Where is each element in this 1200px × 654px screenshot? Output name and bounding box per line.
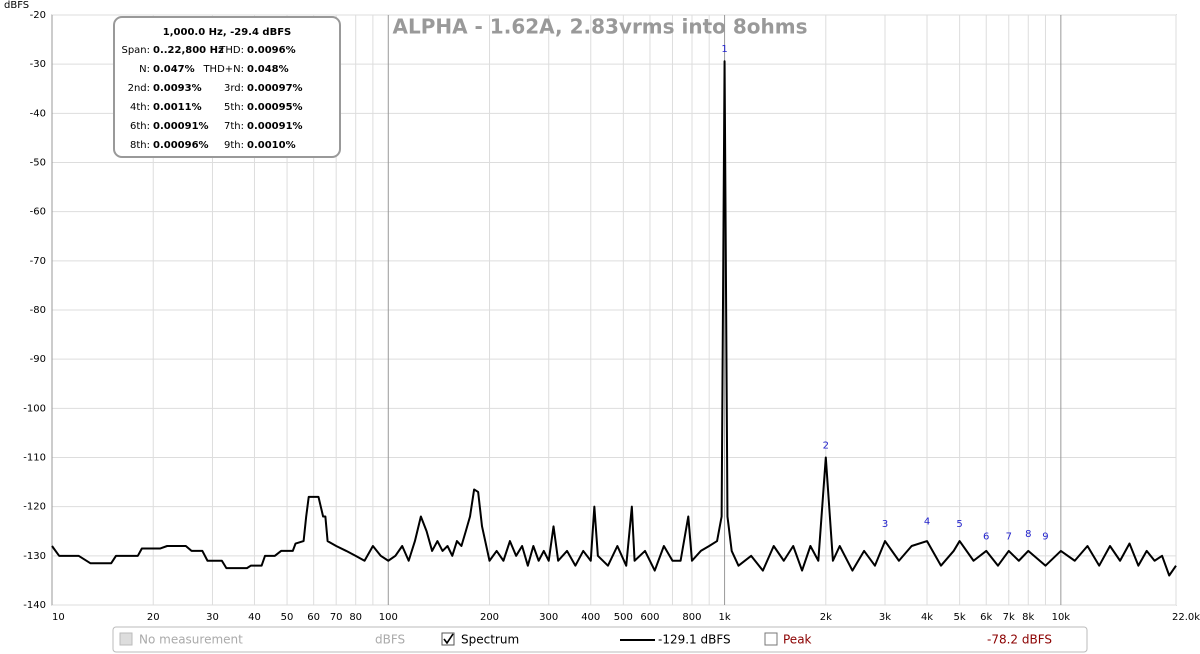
x-tick-label: 80 (349, 612, 362, 623)
info-label: 2nd: (128, 83, 150, 94)
harmonic-marker: 1 (721, 44, 727, 55)
info-value: 0.0096% (247, 45, 296, 56)
checkbox[interactable] (764, 632, 778, 646)
info-value: 0.00097% (247, 83, 303, 94)
info-value: 0.0093% (153, 83, 202, 94)
y-tick-label: -30 (30, 59, 46, 70)
info-label: Span: (121, 45, 150, 56)
harmonic-marker: 3 (882, 519, 888, 530)
info-label: N: (139, 64, 150, 75)
info-value: 0.047% (153, 64, 195, 75)
info-label: 8th: (130, 140, 150, 151)
harmonic-marker: 7 (1006, 531, 1012, 542)
info-value: 0..22,800 Hz (153, 45, 224, 56)
legend-label: No measurement (139, 633, 243, 647)
harmonic-marker: 4 (924, 517, 930, 528)
y-tick-label: -40 (30, 108, 46, 119)
x-tick-label: 400 (581, 612, 600, 623)
x-tick-label: 4k (921, 612, 933, 623)
info-value: 0.048% (247, 64, 289, 75)
x-tick-label: 20 (147, 612, 160, 623)
legend-label: Peak (783, 633, 812, 647)
x-tick-label: 3k (879, 612, 891, 623)
info-label: THD: (218, 45, 244, 56)
x-tick-label: 200 (480, 612, 499, 623)
y-tick-label: -110 (23, 453, 46, 464)
x-tick-label: 600 (640, 612, 659, 623)
x-tick-label: 100 (379, 612, 398, 623)
harmonic-marker: 9 (1042, 531, 1048, 542)
y-tick-label: -140 (23, 600, 46, 611)
info-label: 5th: (224, 102, 244, 113)
checkbox[interactable] (119, 632, 133, 646)
info-value: 0.00095% (247, 102, 303, 113)
info-box: 1,000.0 Hz, -29.4 dBFS Span: 0..22,800 Hz… (113, 16, 341, 158)
x-tick-label: 5k (954, 612, 966, 623)
info-value: 0.0010% (247, 140, 296, 151)
y-tick-label: -70 (30, 256, 46, 267)
x-tick-label: 50 (281, 612, 294, 623)
x-tick-label: 70 (330, 612, 343, 623)
y-tick-label: -60 (30, 207, 46, 218)
grid (51, 14, 1177, 606)
x-tick-label: 22.0k Hz (1172, 612, 1200, 623)
legend-unit: dBFS (375, 633, 405, 647)
legend-label: Spectrum (461, 633, 519, 647)
x-tick-label: 800 (682, 612, 701, 623)
y-tick-label: -80 (30, 305, 46, 316)
harmonic-marker: 5 (956, 519, 962, 530)
y-tick-label: -120 (23, 502, 46, 513)
y-tick-label: -50 (30, 158, 46, 169)
info-label: 6th: (130, 121, 150, 132)
info-value: 0.00091% (153, 121, 209, 132)
harmonic-marker: 6 (983, 531, 989, 542)
info-label: 3rd: (224, 83, 244, 94)
x-tick-label: 10k (1052, 612, 1071, 623)
x-tick-label: 2k (820, 612, 832, 623)
x-tick-label: 60 (307, 612, 320, 623)
y-tick-label: -90 (30, 354, 46, 365)
info-frame (113, 16, 341, 158)
y-tick-label: -130 (23, 551, 46, 562)
info-value: 0.00091% (247, 121, 303, 132)
info-label: 9th: (224, 140, 244, 151)
legend-readout: -78.2 dBFS (987, 633, 1052, 647)
footer-frame (112, 626, 1088, 653)
legend-readout: -129.1 dBFS (658, 633, 731, 647)
x-tick-label: 500 (614, 612, 633, 623)
info-label: THD+N: (202, 64, 244, 75)
x-tick-label: 300 (539, 612, 558, 623)
y-tick-label: -20 (30, 10, 46, 21)
y-tick-label: -100 (23, 403, 46, 414)
chart-title: ALPHA - 1.62A, 2.83vrms into 8ohms (392, 15, 807, 39)
x-tick-label: 8k (1022, 612, 1034, 623)
x-tick-label: 10 (52, 612, 65, 623)
check-mark (443, 633, 454, 645)
info-label: 7th: (224, 121, 244, 132)
info-value: 0.0011% (153, 102, 202, 113)
info-title: 1,000.0 Hz, -29.4 dBFS (163, 27, 291, 38)
x-tick-label: 7k (1003, 612, 1015, 623)
info-value: 0.00096% (153, 140, 209, 151)
x-tick-label: 40 (248, 612, 261, 623)
spectrum-line (51, 60, 1177, 577)
info-label: 4th: (130, 102, 150, 113)
x-tick-label: 6k (980, 612, 992, 623)
harmonic-marker: 2 (823, 441, 829, 452)
footer: No measurement dBFS Spectrum -129.1 dBFS… (112, 626, 1088, 653)
y-axis-label: dBFS (4, 0, 29, 11)
x-tick-label: 30 (206, 612, 219, 623)
harmonic-marker: 8 (1025, 529, 1031, 540)
x-tick-label: 1k (718, 612, 730, 623)
